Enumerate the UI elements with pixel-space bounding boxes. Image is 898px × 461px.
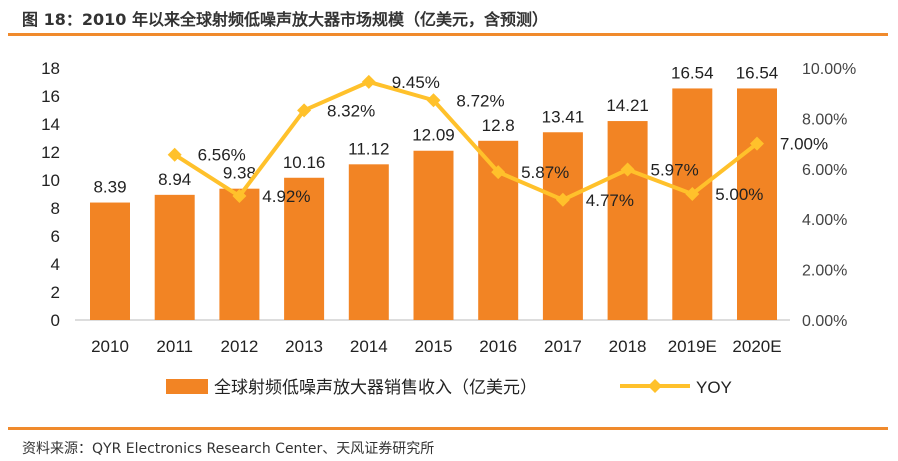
yoy-data-label: 4.77% [586, 191, 634, 210]
bar-data-label: 16.54 [671, 63, 714, 82]
yoy-marker [232, 189, 247, 204]
bar [542, 132, 583, 320]
legend-line-marker [648, 379, 662, 393]
bar-data-label: 14.21 [606, 96, 649, 115]
x-tick-label: 2015 [415, 337, 453, 356]
bar [154, 194, 195, 320]
x-tick-label: 2012 [220, 337, 258, 356]
y-left-tick-label: 14 [41, 115, 60, 134]
y-right-tick-label: 2.00% [802, 263, 847, 280]
legend-line-label: YOY [696, 378, 732, 397]
x-tick-label: 2020E [732, 337, 781, 356]
bar [219, 188, 260, 320]
yoy-marker [167, 147, 182, 162]
bar-data-label: 11.12 [348, 139, 389, 158]
bar [413, 150, 454, 320]
y-left-tick-label: 16 [41, 87, 60, 106]
y-right-tick-label: 10.00% [802, 61, 856, 78]
x-tick-label: 2017 [544, 337, 582, 356]
yoy-data-label: 4.92% [262, 187, 310, 206]
yoy-data-label: 5.87% [521, 163, 569, 182]
bar-data-label: 9.38 [223, 164, 256, 183]
yoy-data-label: 9.45% [392, 73, 440, 92]
y-left-tick-label: 0 [51, 311, 60, 330]
yoy-data-label: 8.32% [327, 101, 375, 120]
bar-data-label: 8.94 [158, 170, 191, 189]
x-tick-label: 2013 [285, 337, 323, 356]
chart-title: 图 18：2010 年以来全球射频低噪声放大器市场规模（亿美元，含预测） [22, 10, 548, 29]
source-divider [8, 427, 888, 430]
y-right-tick-label: 4.00% [802, 212, 847, 229]
yoy-marker [426, 93, 441, 108]
title-divider [8, 33, 888, 36]
bar [284, 177, 325, 320]
legend-bar-swatch [166, 379, 208, 394]
x-tick-label: 2014 [350, 337, 388, 356]
chart: 0 2 4 6 8 10 12 14 16 18 0.00% 2.00% 4.00% 6.00% 8.00%… [41, 59, 856, 397]
x-tick-label: 2018 [609, 337, 647, 356]
bar-data-label: 8.39 [93, 178, 126, 197]
source-note: 资料来源：QYR Electronics Research Center、天风证… [22, 441, 435, 457]
yoy-data-label: 6.56% [198, 146, 246, 165]
bar-data-label: 10.16 [283, 153, 326, 172]
bar [348, 164, 389, 320]
y-left-tick-label: 2 [51, 283, 60, 302]
yoy-marker [620, 162, 635, 177]
yoy-data-label: 7.00% [780, 135, 828, 154]
yoy-marker [555, 192, 570, 207]
y-left-tick-label: 12 [41, 143, 60, 162]
y-right-tick-label: 8.00% [802, 111, 847, 128]
yoy-marker [685, 187, 700, 201]
y-left-tick-label: 10 [41, 171, 60, 190]
y-left-tick-label: 18 [41, 59, 60, 78]
yoy-marker [361, 74, 376, 89]
x-tick-label: 2010 [91, 337, 129, 356]
bar-data-label: 12.09 [412, 126, 455, 145]
x-tick-label: 2019E [668, 337, 717, 356]
bar [607, 121, 648, 320]
y-right-tick-label: 0.00% [802, 313, 847, 330]
yoy-marker [750, 136, 764, 151]
yoy-data-label: 8.72% [456, 91, 504, 110]
yoy-line [173, 79, 759, 202]
legend-bar-label: 全球射频低噪声放大器销售收入（亿美元） [214, 378, 537, 397]
bar [737, 88, 777, 320]
y-left-tick-label: 8 [51, 199, 60, 218]
bar-data-label: 16.54 [736, 63, 779, 82]
y-left-tick-label: 4 [51, 255, 60, 274]
yoy-data-label: 5.97% [650, 161, 698, 180]
bar [672, 88, 713, 320]
x-tick-label: 2011 [156, 337, 193, 356]
bar-data-label: 13.41 [542, 107, 585, 126]
x-tick-label: 2016 [479, 337, 517, 356]
yoy-data-label: 5.00% [715, 185, 763, 204]
yoy-marker [297, 103, 312, 118]
yoy-marker [491, 165, 506, 180]
y-left-tick-label: 6 [51, 227, 60, 246]
bar [90, 202, 130, 320]
y-right-tick-label: 6.00% [802, 162, 847, 179]
bar-data-label: 12.8 [482, 116, 515, 135]
